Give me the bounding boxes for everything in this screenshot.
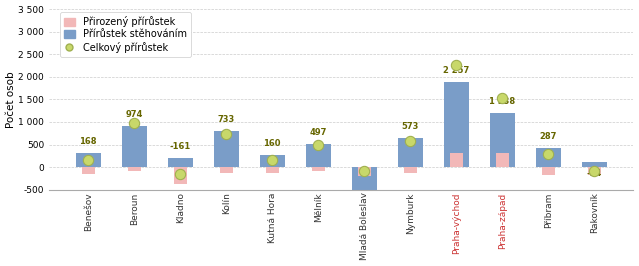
Bar: [588, 167, 601, 175]
Bar: [305, 144, 331, 167]
Bar: [75, 153, 101, 167]
Text: 733: 733: [218, 115, 235, 124]
Bar: [404, 167, 417, 173]
Bar: [535, 148, 561, 167]
Text: 287: 287: [539, 132, 557, 141]
Bar: [312, 167, 325, 171]
Bar: [542, 167, 555, 175]
Point: [451, 63, 461, 67]
Bar: [450, 153, 463, 167]
Point: [589, 169, 599, 173]
Bar: [266, 167, 279, 173]
Text: 497: 497: [309, 128, 327, 137]
Text: 160: 160: [263, 139, 281, 148]
Bar: [443, 82, 469, 167]
Point: [221, 132, 231, 136]
Text: 974: 974: [126, 110, 143, 119]
Text: -161: -161: [169, 142, 191, 151]
Bar: [581, 162, 607, 167]
Bar: [167, 158, 193, 167]
Point: [83, 157, 93, 162]
Point: [359, 169, 369, 173]
Bar: [358, 167, 371, 176]
Bar: [496, 153, 509, 167]
Bar: [351, 167, 377, 193]
Point: [543, 152, 553, 156]
Legend: Přirozený přírůstek, Přírůstek stěhováním, Celkový přírůstek: Přirozený přírůstek, Přírůstek stěhování…: [60, 12, 191, 57]
Text: 168: 168: [79, 137, 97, 146]
Text: 573: 573: [401, 122, 419, 131]
Point: [129, 121, 139, 125]
Text: 2 257: 2 257: [443, 66, 470, 75]
Bar: [128, 167, 141, 171]
Point: [405, 139, 415, 143]
Bar: [259, 155, 285, 167]
Y-axis label: Počet osob: Počet osob: [6, 71, 15, 128]
Point: [175, 172, 185, 176]
Point: [313, 143, 323, 147]
Bar: [213, 131, 239, 167]
Bar: [82, 167, 95, 174]
Bar: [397, 138, 423, 167]
Bar: [220, 167, 233, 173]
Point: [267, 158, 277, 162]
Point: [497, 95, 507, 100]
Bar: [174, 167, 187, 184]
Bar: [121, 126, 147, 167]
Bar: [489, 113, 515, 167]
Text: 1 538: 1 538: [489, 97, 515, 106]
Text: -94: -94: [587, 169, 602, 178]
